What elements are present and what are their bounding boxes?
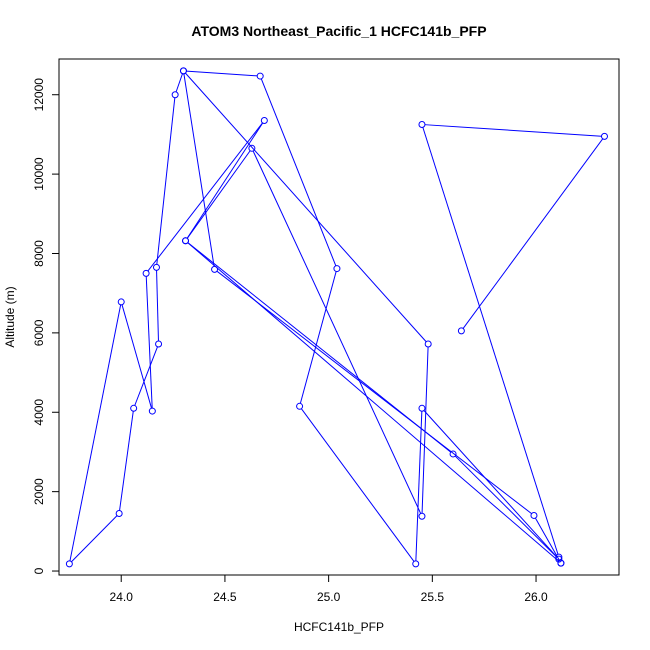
data-point: [600, 132, 608, 140]
data-point: [211, 265, 219, 273]
y-tick-label: 6000: [32, 319, 46, 346]
series-line-segment: [69, 304, 122, 562]
data-point: [557, 559, 565, 567]
series-line-segment: [421, 346, 429, 514]
series-line-segment: [187, 242, 559, 562]
data-point: [171, 91, 179, 99]
series-line-segment: [424, 124, 602, 137]
data-point: [248, 144, 256, 152]
data-point: [333, 265, 341, 273]
series-line-segment: [186, 150, 251, 239]
data-point: [179, 67, 187, 75]
series-line-segment: [134, 346, 158, 406]
series-line-segment: [145, 276, 153, 409]
series-line-segment: [454, 455, 558, 558]
series-line-segment: [299, 271, 337, 404]
data-point: [148, 407, 156, 415]
series-line-segment: [462, 138, 604, 329]
series-line-segment: [300, 408, 415, 562]
data-point: [530, 511, 538, 519]
data-point: [449, 450, 457, 458]
data-point: [296, 402, 304, 410]
y-tick-label: 12000: [32, 78, 46, 112]
series-line-segment: [216, 270, 532, 515]
series-line-segment: [121, 304, 152, 409]
series-line-segment: [535, 517, 560, 561]
series-line-segment: [252, 150, 422, 514]
x-tick-label: 25.0: [317, 590, 341, 604]
data-point: [117, 298, 125, 306]
data-point: [418, 120, 426, 128]
data-point: [115, 509, 123, 517]
y-tick-label: 0: [32, 567, 46, 574]
y-tick-label: 4000: [32, 399, 46, 426]
series-line-segment: [156, 97, 176, 265]
x-tick-label: 24.5: [213, 590, 237, 604]
data-series: [65, 67, 608, 568]
data-point: [424, 340, 432, 348]
series-line-segment: [147, 122, 263, 272]
series-line-segment: [183, 73, 215, 267]
data-point: [260, 117, 268, 125]
data-point: [155, 340, 163, 348]
y-axis-label: Altitude (m): [3, 286, 17, 347]
y-tick-label: 10000: [32, 157, 46, 191]
x-tick-label: 25.5: [421, 590, 445, 604]
series-line-segment: [422, 127, 559, 555]
data-point: [182, 237, 190, 245]
y-axis: 0 2000 4000 6000 8000 10000 12000: [32, 78, 60, 574]
x-tick-label: 24.0: [110, 590, 134, 604]
x-axis: 24.0 24.5 25.0 25.5 26.0: [110, 574, 548, 604]
series-line-segment: [119, 411, 134, 511]
y-tick-label: 2000: [32, 478, 46, 505]
series-line-segment: [185, 72, 427, 343]
data-point: [418, 512, 426, 520]
data-point: [142, 269, 150, 277]
x-axis-label: HCFC141b_PFP: [294, 620, 384, 634]
data-point: [256, 72, 264, 80]
series-line-segment: [415, 411, 423, 561]
series-line-segment: [186, 122, 264, 239]
data-point: [555, 553, 563, 561]
data-point: [412, 560, 420, 568]
data-point: [457, 327, 465, 335]
chart-title: ATOM3 Northeast_Pacific_1 HCFC141b_PFP: [191, 23, 486, 39]
series-line-segment: [156, 270, 159, 342]
series-line-segment: [423, 410, 558, 558]
data-point: [130, 404, 138, 412]
series-line-segment: [187, 242, 452, 453]
y-tick-label: 8000: [32, 240, 46, 267]
data-point: [418, 404, 426, 412]
series-line-segment: [260, 78, 337, 266]
series-line-segment: [175, 73, 183, 93]
series-line-segment: [186, 70, 258, 77]
x-tick-label: 26.0: [524, 590, 548, 604]
data-point: [152, 263, 160, 271]
data-point: [555, 555, 563, 563]
series-line-segment: [71, 515, 118, 563]
data-point: [65, 560, 73, 568]
